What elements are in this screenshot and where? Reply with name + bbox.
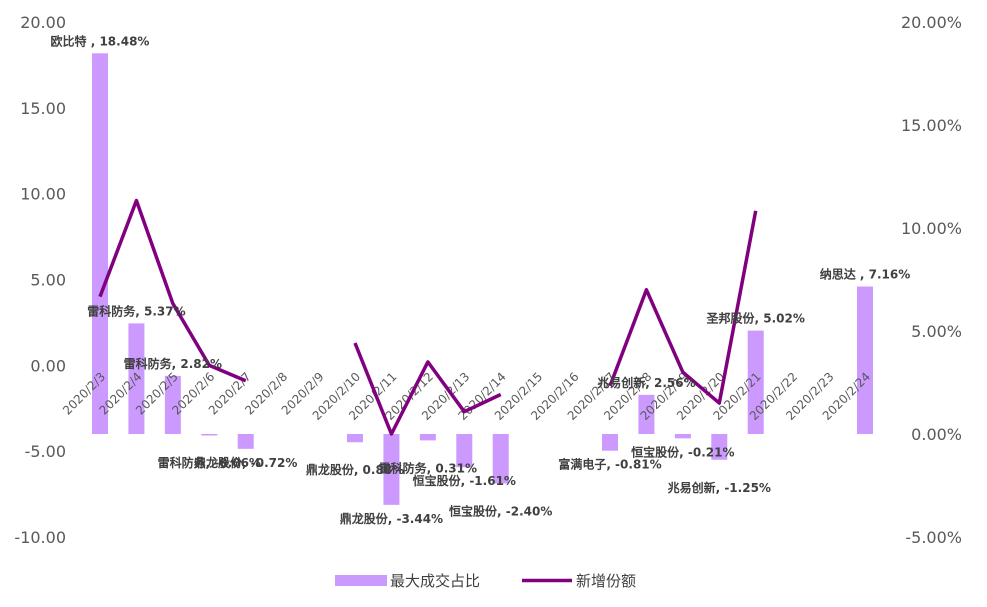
left-tick-label: 5.00: [30, 271, 66, 290]
legend-label-line: 新增份额: [576, 572, 636, 590]
right-axis: -5.00% 0.00% 5.00% 10.00% 15.00% 20.00%: [901, 13, 962, 547]
data-label: 鼎龙股份, -0.72%: [194, 455, 297, 470]
bar: [383, 434, 400, 505]
bar: [237, 434, 254, 449]
data-label: 圣邦股份, 5.02%: [706, 311, 805, 326]
data-label: 恒宝股份, -1.61%: [413, 473, 516, 488]
data-label: 鼎龙股份, -3.44%: [340, 511, 443, 526]
right-tick-label: 0.00%: [911, 425, 962, 444]
data-label: 雷科防务, -0.06%: [158, 455, 261, 470]
bar: [164, 375, 181, 434]
bar: [747, 330, 764, 434]
legend-label-bar: 最大成交占比: [390, 572, 480, 590]
data-label: 纳思达 , 7.16%: [820, 267, 911, 282]
left-tick-label: 20.00: [20, 13, 66, 32]
right-tick-label: -5.00%: [905, 528, 962, 547]
left-tick-label: 15.00: [20, 99, 66, 118]
bar: [638, 394, 655, 434]
line-path: [353, 342, 502, 436]
bar: [347, 434, 363, 443]
right-tick-label: 15.00%: [901, 116, 962, 135]
line-path: [608, 210, 758, 405]
left-tick-label: -10.00: [14, 528, 66, 547]
line-series: [98, 198, 758, 436]
legend: 最大成交占比 新增份额: [335, 572, 636, 590]
data-label: 鼎龙股份, 0.88%: [306, 462, 404, 477]
left-tick-label: 10.00: [20, 185, 66, 204]
bar-series: [92, 53, 873, 505]
data-label: 雷科防务, 5.37%: [87, 303, 185, 318]
legend-swatch-bar: [335, 575, 387, 586]
left-tick-label: -5.00: [25, 442, 66, 461]
data-label: 雷科防务, 0.31%: [379, 460, 477, 475]
bar: [602, 434, 618, 451]
bar: [128, 323, 145, 434]
left-tick-label: 0.00: [30, 356, 66, 375]
bar: [492, 434, 509, 484]
data-label: 兆易创新, -1.25%: [668, 480, 771, 495]
bar: [857, 286, 873, 434]
left-axis: -10.00 -5.00 0.00 5.00 10.00 15.00 20.00: [14, 13, 66, 547]
data-label: 恒宝股份, -2.40%: [449, 503, 552, 518]
data-label: 恒宝股份, -0.21%: [631, 444, 734, 459]
data-label: 兆易创新, 2.56%: [597, 375, 695, 390]
bar: [456, 434, 473, 468]
right-tick-label: 5.00%: [911, 322, 962, 341]
data-label: 富满电子, -0.81%: [558, 457, 661, 472]
right-tick-label: 10.00%: [901, 219, 962, 238]
line-path: [98, 198, 247, 383]
bar: [674, 434, 691, 439]
bar: [711, 434, 728, 460]
bar: [92, 53, 108, 434]
right-tick-label: 20.00%: [901, 13, 962, 32]
bar: [201, 434, 218, 436]
bar: [419, 434, 436, 441]
data-labels: 欧比特 , 18.48% 雷科防务, 5.37% 雷科防务, 2.82% 雷科防务, …: [51, 33, 911, 526]
data-label: 雷科防务, 2.82%: [124, 356, 222, 371]
data-label: 欧比特 , 18.48%: [51, 33, 150, 48]
